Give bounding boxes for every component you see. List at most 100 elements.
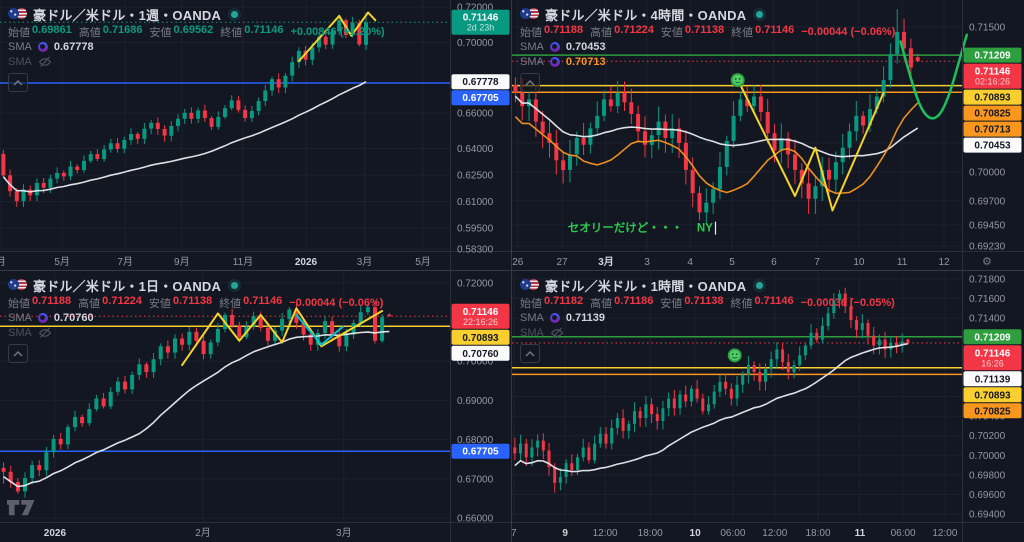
weekly-chart-canvas[interactable]: 0.72000 0.70000 0.66000 0.64000 0.62500 0.610… (0, 0, 512, 271)
svg-text:0.69700: 0.69700 (969, 196, 1006, 207)
collapse-legend-button[interactable] (8, 344, 28, 363)
market-status-dot[interactable] (231, 281, 239, 289)
high-value: 0.71186 (614, 294, 654, 307)
emoji-marker[interactable] (727, 348, 742, 363)
time-scale[interactable]: 26 27 3月 3 4 5 6 7 10 11 12 (512, 256, 950, 268)
svg-text:0.70893: 0.70893 (462, 333, 499, 344)
market-status-dot[interactable] (756, 10, 764, 18)
text-annotation[interactable]: セオリーだけど・・・ (568, 222, 683, 235)
price-label[interactable]: 0.71139 (963, 371, 1022, 387)
price-label[interactable]: 0.67705 (451, 90, 510, 106)
bar-countdown: 22:16:26 (463, 317, 498, 327)
audusd-flag-icon (520, 7, 539, 21)
svg-text:0.70200: 0.70200 (969, 431, 1006, 442)
tradingview-logo[interactable] (7, 500, 35, 516)
svg-text:0.71146: 0.71146 (463, 13, 499, 24)
panel-4hour[interactable]: セオリーだけど・・・ NY 0.715000.703000.700000.69700… (512, 0, 1024, 271)
svg-text:3月: 3月 (598, 256, 614, 268)
symbol-title[interactable]: 豪ドル／米ドル・1日・OANDA (33, 278, 222, 294)
price-scale[interactable]: 0.72000 0.70000 0.66000 0.64000 0.62500 0.610… (451, 3, 510, 256)
price-label[interactable]: 0.70825 (963, 403, 1022, 419)
svg-text:0.67778: 0.67778 (462, 77, 499, 88)
sma-indicator-row[interactable]: SMA 0.71139 (520, 311, 605, 324)
price-label[interactable]: 0.70893 (963, 387, 1022, 403)
price-lines[interactable] (512, 336, 962, 376)
trend-zigzag-drawing[interactable] (739, 84, 885, 212)
sma-value: 0.70453 (565, 40, 606, 53)
svg-text:3月: 3月 (336, 527, 352, 539)
curve-drawing[interactable] (899, 33, 969, 120)
price-lines[interactable] (0, 21, 450, 84)
svg-text:0.67000: 0.67000 (457, 474, 494, 485)
sma-line[interactable] (514, 102, 919, 195)
symbol-title[interactable]: 豪ドル／米ドル・1週・OANDA (33, 7, 222, 23)
time-scale[interactable]: 月 5月 7月 9月 11月 2026 3月 5月 (0, 256, 431, 268)
price-label[interactable]: 0.71209 (963, 329, 1022, 345)
market-status-dot[interactable] (756, 281, 764, 289)
time-scale[interactable]: 7 9 12:00 18:00 10 06:00 12:00 18:00 11 06:00 12:0… (512, 528, 958, 539)
sma-line[interactable] (514, 95, 919, 158)
panel-daily[interactable]: 0.72000 0.70000 0.69000 0.68000 0.67000 0.660… (0, 271, 512, 542)
price-label[interactable]: 0.70825 (963, 105, 1022, 121)
market-status-dot[interactable] (231, 10, 239, 18)
ohlc-row: 始値 0.71182 高値 0.71186 安値 0.71138 終値 0.71146 … (520, 294, 895, 310)
collapse-legend-button[interactable] (520, 73, 540, 92)
price-label[interactable]: 0.70893 (963, 89, 1022, 105)
sma2-indicator-row[interactable]: SMA (8, 54, 385, 69)
sma2-indicator-row[interactable]: SMA 0.70713 (520, 55, 606, 68)
axis-settings-gear-icon[interactable]: ⚙ (982, 256, 992, 268)
price-scale[interactable]: 0.72000 0.70000 0.69000 0.68000 0.67000 0.660… (451, 278, 510, 525)
svg-text:0.71800: 0.71800 (969, 274, 1006, 285)
trend-zigzag-drawing[interactable] (297, 11, 377, 62)
svg-text:18:00: 18:00 (638, 528, 663, 539)
4hour-chart-canvas[interactable]: セオリーだけど・・・ NY 0.715000.703000.700000.69700… (512, 0, 1024, 271)
price-label[interactable]: 0.70453 (963, 137, 1022, 153)
price-label[interactable]: 0.70760 (451, 345, 510, 361)
chevron-up-icon (525, 350, 535, 356)
sma-line[interactable] (2, 81, 367, 193)
sma-indicator-row[interactable]: SMA 0.67778 (8, 40, 94, 53)
sma-line[interactable] (514, 342, 909, 473)
chevron-up-icon (13, 350, 23, 356)
sma-indicator-row[interactable]: SMA 0.70760 (8, 311, 94, 324)
svg-text:0.69600: 0.69600 (969, 490, 1006, 501)
hourly-chart-canvas[interactable]: 0.718000.716000.714000.706000.704000.702… (512, 271, 1024, 542)
weekly-legend: 豪ドル／米ドル・1週・OANDA 始値 0.69861 高値 0.71686 安値 0… (8, 4, 385, 92)
text-annotation[interactable]: NY (697, 223, 713, 235)
daily-chart-canvas[interactable]: 0.72000 0.70000 0.69000 0.68000 0.67000 0.660… (0, 271, 512, 542)
symbol-title[interactable]: 豪ドル／米ドル・4時間・OANDA (545, 7, 747, 23)
price-scale[interactable]: 0.715000.703000.700000.697000.694500.692… (963, 23, 1022, 253)
price-label[interactable]: 0.67778 (451, 74, 510, 90)
price-label[interactable]: 0.71209 (963, 47, 1022, 63)
price-label[interactable]: 0.67705 (451, 443, 510, 459)
price-label[interactable]: 0.70713 (963, 121, 1022, 137)
svg-text:11月: 11月 (233, 256, 253, 268)
symbol-title[interactable]: 豪ドル／米ドル・1時間・OANDA (545, 278, 747, 294)
sma2-indicator-row[interactable]: SMA (520, 325, 895, 340)
panel-weekly[interactable]: 0.72000 0.70000 0.66000 0.64000 0.62500 0.610… (0, 0, 512, 271)
svg-text:9: 9 (562, 528, 568, 539)
price-scale[interactable]: 0.718000.716000.714000.706000.704000.702… (963, 274, 1022, 521)
price-label[interactable]: 0.70893 (451, 329, 510, 345)
sma-line[interactable] (3, 330, 390, 488)
price-lines[interactable] (512, 54, 962, 93)
collapse-legend-button[interactable] (8, 73, 28, 92)
time-scale[interactable]: 2026 2月 3月 (44, 527, 352, 539)
svg-text:0.71146: 0.71146 (975, 67, 1011, 78)
sma2-indicator-row[interactable]: SMA (8, 325, 383, 340)
open-value: 0.69861 (32, 23, 72, 36)
chevron-up-icon (13, 79, 23, 85)
svg-text:2026: 2026 (44, 528, 67, 539)
sma-indicator-row[interactable]: SMA 0.70453 (520, 40, 606, 53)
text-cursor (714, 221, 717, 235)
svg-text:3月: 3月 (357, 256, 373, 268)
panel-hourly[interactable]: 0.718000.716000.714000.706000.704000.702… (512, 271, 1024, 542)
emoji-marker[interactable] (730, 73, 745, 88)
collapse-legend-button[interactable] (520, 344, 540, 363)
trend-zigzag-drawing[interactable] (295, 313, 344, 346)
